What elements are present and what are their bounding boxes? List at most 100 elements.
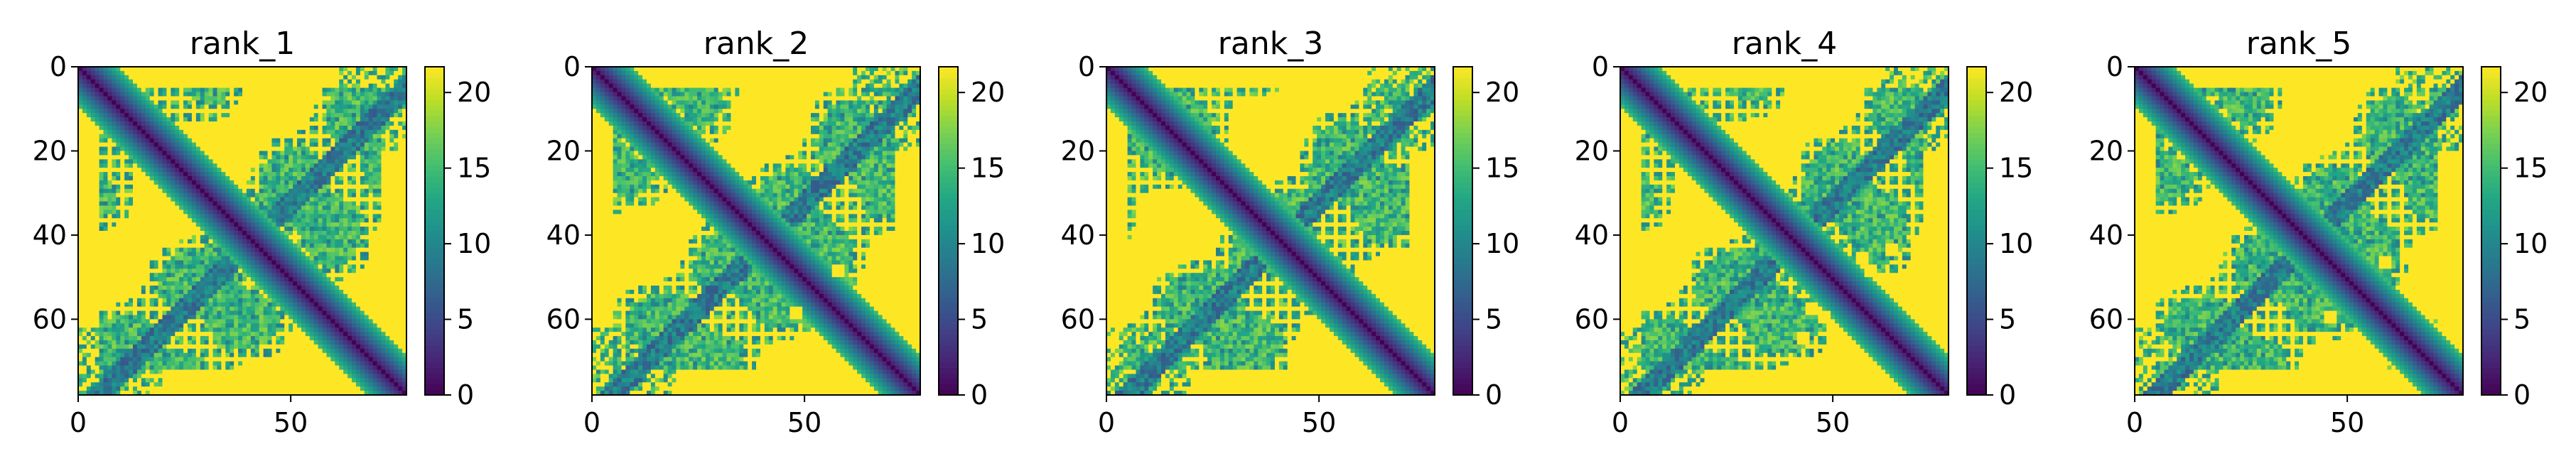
heatmap-cell <box>352 71 357 76</box>
heatmap-cell <box>95 185 100 190</box>
heatmap-cell <box>107 252 112 257</box>
heatmap-cell <box>192 252 197 257</box>
heatmap-cell <box>339 235 344 240</box>
heatmap-cell <box>352 218 357 223</box>
heatmap-cell <box>154 273 159 278</box>
heatmap-cell <box>318 75 323 80</box>
heatmap-cell <box>192 80 197 85</box>
heatmap-cell <box>276 222 281 227</box>
heatmap-cell <box>373 113 378 118</box>
heatmap-cell <box>247 155 252 160</box>
heatmap-cell <box>166 163 171 168</box>
heatmap-cell <box>347 84 352 89</box>
heatmap-cell <box>343 197 348 202</box>
heatmap-cell <box>276 327 281 332</box>
heatmap-cell <box>124 130 129 135</box>
heatmap-cell <box>365 155 370 160</box>
heatmap-cell <box>221 180 226 185</box>
heatmap-cell <box>398 109 403 114</box>
heatmap-cell <box>356 71 361 76</box>
heatmap-cell <box>259 244 264 249</box>
heatmap-cell <box>146 172 151 177</box>
heatmap-cell <box>385 239 390 244</box>
heatmap-cell <box>301 172 306 177</box>
heatmap-cell <box>385 197 390 202</box>
heatmap-cell <box>154 214 159 219</box>
heatmap-cell <box>179 100 184 105</box>
heatmap-cell <box>183 294 188 299</box>
heatmap-cell <box>82 88 87 93</box>
heatmap-cell <box>339 197 344 202</box>
heatmap-cell <box>326 281 331 286</box>
heatmap-cell <box>192 239 197 244</box>
heatmap-cell <box>251 248 256 253</box>
heatmap-cell <box>310 264 315 269</box>
heatmap-cell <box>137 147 142 152</box>
heatmap-cell <box>385 143 390 148</box>
heatmap-cell <box>104 96 109 101</box>
heatmap-cell <box>87 269 92 273</box>
heatmap-cell <box>339 143 344 148</box>
heatmap-cell <box>179 323 184 328</box>
heatmap-cell <box>251 256 256 261</box>
heatmap-cell <box>234 239 239 244</box>
heatmap-cell <box>365 121 370 126</box>
heatmap-cell <box>116 104 121 109</box>
heatmap-cell <box>99 151 104 156</box>
heatmap-cell <box>352 109 357 114</box>
heatmap-cell <box>389 121 394 126</box>
heatmap-cell <box>398 71 403 76</box>
heatmap-cell <box>175 155 180 160</box>
heatmap-cell <box>323 159 328 164</box>
heatmap-cell <box>381 277 386 282</box>
heatmap-cell <box>209 307 214 312</box>
heatmap-cell <box>242 303 247 308</box>
heatmap-cell <box>183 71 188 76</box>
heatmap-cell <box>217 88 222 93</box>
heatmap-cell <box>389 139 394 143</box>
heatmap-cell <box>104 210 109 215</box>
heatmap-cell <box>369 311 374 316</box>
heatmap-cell <box>87 96 92 101</box>
heatmap-cell <box>297 104 302 109</box>
heatmap-cell <box>221 193 226 198</box>
heatmap-cell <box>389 264 394 269</box>
heatmap-cell <box>360 281 365 286</box>
heatmap-cell <box>137 205 142 210</box>
heatmap-cell <box>166 227 171 232</box>
heatmap-cell <box>381 239 386 244</box>
heatmap-cell <box>326 227 331 232</box>
heatmap-cell <box>297 214 302 219</box>
heatmap-cell <box>365 227 370 232</box>
heatmap-cell <box>104 193 109 198</box>
heatmap-cell <box>323 126 328 131</box>
heatmap-cell <box>238 307 243 312</box>
heatmap-cell <box>306 281 311 286</box>
heatmap-cell <box>377 197 382 202</box>
heatmap-cell <box>276 315 281 320</box>
heatmap-cell <box>293 205 298 210</box>
heatmap-cell <box>133 264 138 269</box>
heatmap-cell <box>255 303 260 308</box>
heatmap-cell <box>141 311 146 316</box>
heatmap-cell <box>326 134 331 139</box>
heatmap-cell <box>183 298 188 303</box>
heatmap-cell <box>289 298 293 303</box>
heatmap-cell <box>385 121 390 126</box>
heatmap-cell <box>133 96 138 101</box>
heatmap-cell <box>87 92 92 97</box>
heatmap-cell <box>183 168 188 173</box>
heatmap-cell <box>365 96 370 101</box>
heatmap-cell <box>268 294 273 299</box>
heatmap-cell <box>398 117 403 122</box>
heatmap-cell <box>343 323 348 328</box>
heatmap-cell <box>146 130 151 135</box>
heatmap-cell <box>306 92 311 97</box>
heatmap-cell <box>360 92 365 97</box>
heatmap-cell <box>339 307 344 312</box>
heatmap-cell <box>124 159 129 164</box>
heatmap-cell <box>87 264 92 269</box>
heatmap-cell <box>377 155 382 160</box>
heatmap-cell <box>314 294 319 299</box>
heatmap-cell <box>95 193 100 198</box>
